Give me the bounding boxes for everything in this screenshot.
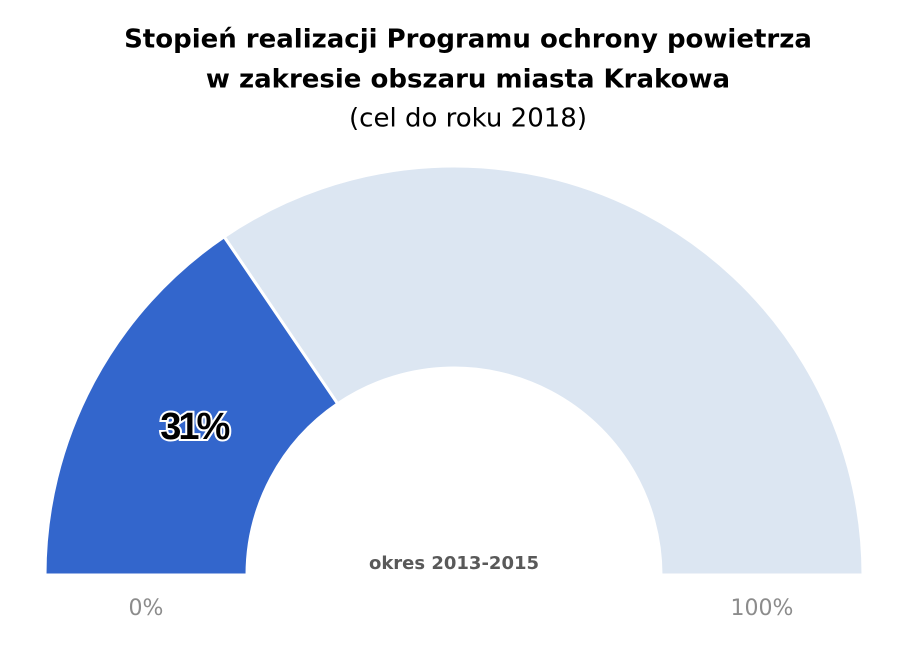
gauge-value [43,234,340,577]
annotation: okres 2013-2015 [369,553,539,574]
tick-label: 0% [129,596,164,621]
chart-subtitle: (cel do roku 2018) [349,104,587,134]
chart-title: Stopień realizacji Programu ochrony powi… [124,25,812,55]
tick-label: 100% [731,596,794,621]
gauge-track [222,164,865,577]
chart-title: w zakresie obszaru miasta Krakowa [206,65,730,95]
value-label: 31% [160,406,229,448]
